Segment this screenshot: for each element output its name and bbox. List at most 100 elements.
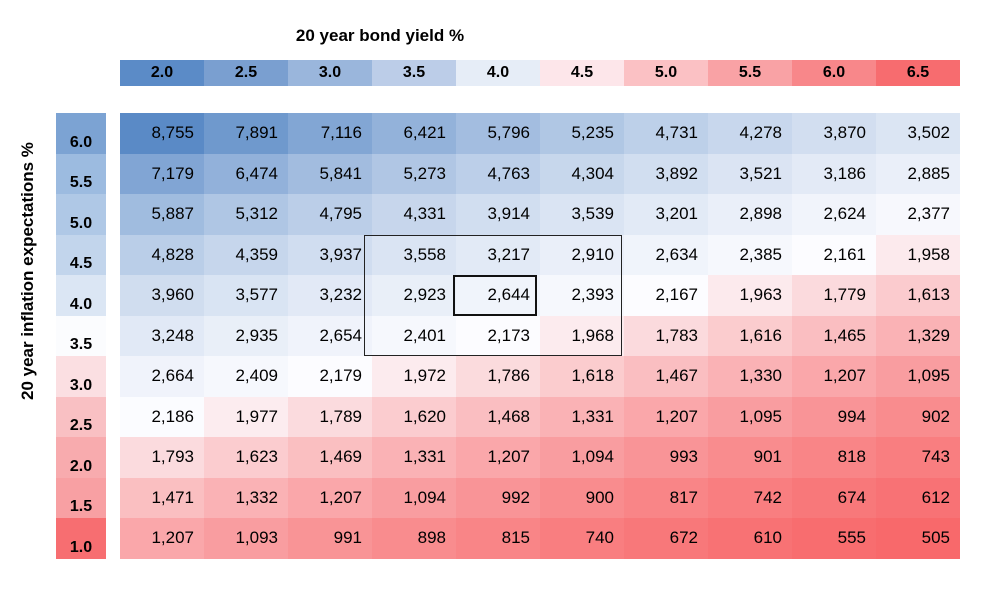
heatmap-cell: 5,312: [204, 194, 288, 235]
heatmap-cell: 3,217: [456, 234, 540, 275]
heatmap-cell: 3,892: [624, 153, 708, 194]
heatmap-cell: 2,935: [204, 315, 288, 356]
heatmap-cell: 817: [624, 477, 708, 518]
row-header: 5.5: [56, 153, 106, 194]
heatmap-cell: 4,304: [540, 153, 624, 194]
heatmap-cell: 1,613: [876, 275, 960, 316]
row-header: 2.0: [56, 437, 106, 478]
heatmap-cell: 1,958: [876, 234, 960, 275]
column-header: 5.0: [624, 60, 708, 86]
heatmap-cell: 3,186: [792, 153, 876, 194]
heatmap-cell: 8,755: [120, 113, 204, 154]
heatmap-cell: 1,789: [288, 396, 372, 437]
heatmap-cell: 1,616: [708, 315, 792, 356]
column-header: 2.5: [204, 60, 288, 86]
heatmap-cell: 992: [456, 477, 540, 518]
heatmap-cell: 2,385: [708, 234, 792, 275]
heatmap-cell: 4,359: [204, 234, 288, 275]
row-header: 5.0: [56, 194, 106, 235]
heatmap-cell: 612: [876, 477, 960, 518]
heatmap-cell: 3,232: [288, 275, 372, 316]
heatmap-cell: 993: [624, 437, 708, 478]
heatmap-cell: 740: [540, 518, 624, 559]
heatmap-cell: 2,885: [876, 153, 960, 194]
heatmap-cell: 1,779: [792, 275, 876, 316]
heatmap-cell: 2,654: [288, 315, 372, 356]
heatmap-cell: 3,558: [372, 234, 456, 275]
heatmap-cell: 1,331: [540, 396, 624, 437]
heatmap-cell: 4,828: [120, 234, 204, 275]
heatmap-cell: 555: [792, 518, 876, 559]
heatmap-cell: 3,248: [120, 315, 204, 356]
row-header: 4.0: [56, 275, 106, 316]
heatmap-cell: 3,539: [540, 194, 624, 235]
heatmap-cell: 2,173: [456, 315, 540, 356]
row-header: 3.5: [56, 315, 106, 356]
heatmap-cell: 3,577: [204, 275, 288, 316]
heatmap-cell: 2,898: [708, 194, 792, 235]
heatmap-cell: 742: [708, 477, 792, 518]
x-axis-title: 20 year bond yield %: [295, 26, 465, 45]
heatmap-cell: 5,235: [540, 113, 624, 154]
heatmap-cell: 1,331: [372, 437, 456, 478]
heatmap-cell: 7,179: [120, 153, 204, 194]
heatmap-cell: 1,623: [204, 437, 288, 478]
heatmap-cell: 1,618: [540, 356, 624, 397]
heatmap-cell: 902: [876, 396, 960, 437]
heatmap-cell: 7,116: [288, 113, 372, 154]
column-header: 4.5: [540, 60, 624, 86]
heatmap-cell: 815: [456, 518, 540, 559]
heatmap-cell: 672: [624, 518, 708, 559]
heatmap-cell: 7,891: [204, 113, 288, 154]
heatmap-cell: 1,332: [204, 477, 288, 518]
heatmap-cell: 1,968: [540, 315, 624, 356]
heatmap-cell: 1,467: [624, 356, 708, 397]
heatmap-cell: 2,634: [624, 234, 708, 275]
y-axis-title: 20 year inflation expectations %: [18, 142, 37, 400]
heatmap-cell: 1,977: [204, 396, 288, 437]
heatmap-cell: 2,179: [288, 356, 372, 397]
heatmap-cell: 3,960: [120, 275, 204, 316]
heatmap-cell: 3,914: [456, 194, 540, 235]
heatmap-cell: 1,207: [288, 477, 372, 518]
heatmap-cell: 994: [792, 396, 876, 437]
heatmap-cell: 4,795: [288, 194, 372, 235]
heatmap-cell: 1,094: [540, 437, 624, 478]
row-header: 1.5: [56, 477, 106, 518]
heatmap-cell: 898: [372, 518, 456, 559]
row-header: 4.5: [56, 234, 106, 275]
heatmap-cell: 1,329: [876, 315, 960, 356]
column-header: 3.0: [288, 60, 372, 86]
heatmap-cell: 4,278: [708, 113, 792, 154]
heatmap-cell: 5,796: [456, 113, 540, 154]
heatmap-cell: 1,207: [792, 356, 876, 397]
heatmap-cell: 3,502: [876, 113, 960, 154]
heatmap-cell: 1,468: [456, 396, 540, 437]
heatmap-cell: 1,786: [456, 356, 540, 397]
heatmap-cell: 1,094: [372, 477, 456, 518]
row-header: 1.0: [56, 518, 106, 559]
heatmap-cell: 900: [540, 477, 624, 518]
heatmap-cell: 4,763: [456, 153, 540, 194]
heatmap-cell: 2,409: [204, 356, 288, 397]
heatmap-cell: 674: [792, 477, 876, 518]
column-header: 6.5: [876, 60, 960, 86]
heatmap-cell: 505: [876, 518, 960, 559]
heatmap-cell: 1,972: [372, 356, 456, 397]
heatmap-cell: 4,731: [624, 113, 708, 154]
heatmap-cell: 1,207: [456, 437, 540, 478]
heatmap-cell: 2,393: [540, 275, 624, 316]
heatmap-cell: 1,963: [708, 275, 792, 316]
heatmap-cell: 6,474: [204, 153, 288, 194]
heatmap-cell: 1,471: [120, 477, 204, 518]
heatmap-cell: 6,421: [372, 113, 456, 154]
column-header: 4.0: [456, 60, 540, 86]
heatmap-cell: 5,841: [288, 153, 372, 194]
row-header: 6.0: [56, 113, 106, 154]
heatmap-cell: 2,644: [456, 275, 540, 316]
heatmap-cell: 818: [792, 437, 876, 478]
heatmap-cell: 1,469: [288, 437, 372, 478]
heatmap-cell: 3,937: [288, 234, 372, 275]
heatmap-cell: 1,207: [120, 518, 204, 559]
